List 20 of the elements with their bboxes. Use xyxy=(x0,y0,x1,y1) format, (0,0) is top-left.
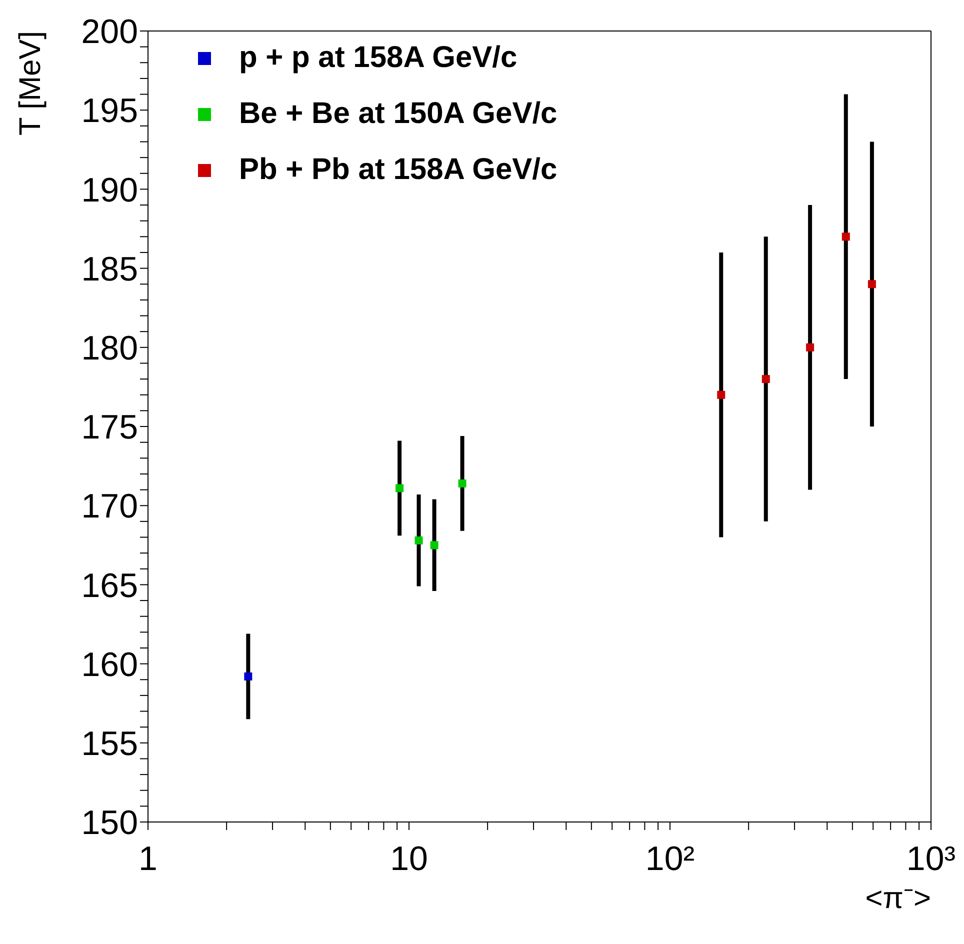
x-tick-label: 10 xyxy=(390,840,428,878)
y-tick-label: 165 xyxy=(81,566,138,605)
y-tick-label: 175 xyxy=(81,408,138,447)
y-tick-label: 185 xyxy=(81,250,138,288)
x-tick-label: 10³ xyxy=(906,840,956,878)
x-tick-label: 1 xyxy=(138,840,158,878)
y-tick-label: 195 xyxy=(81,92,138,130)
y-tick-label: 170 xyxy=(81,488,138,526)
y-tick-label: 155 xyxy=(81,724,138,763)
y-tick-label: 180 xyxy=(81,329,138,368)
legend-label: p + p at 158A GeV/c xyxy=(239,41,518,75)
y-tick-label: 200 xyxy=(81,13,138,52)
legend-label: Pb + Pb at 158A GeV/c xyxy=(239,153,558,187)
y-tick-label: 160 xyxy=(81,646,138,684)
y-axis-title: T [MeV] xyxy=(14,31,47,136)
x-axis-title: <π⁻> xyxy=(865,882,931,915)
x-tick-label: 10² xyxy=(645,840,695,878)
legend-label: Be + Be at 150A GeV/c xyxy=(239,97,558,131)
y-tick-label: 150 xyxy=(81,804,138,842)
y-tick-label: 190 xyxy=(81,171,138,210)
